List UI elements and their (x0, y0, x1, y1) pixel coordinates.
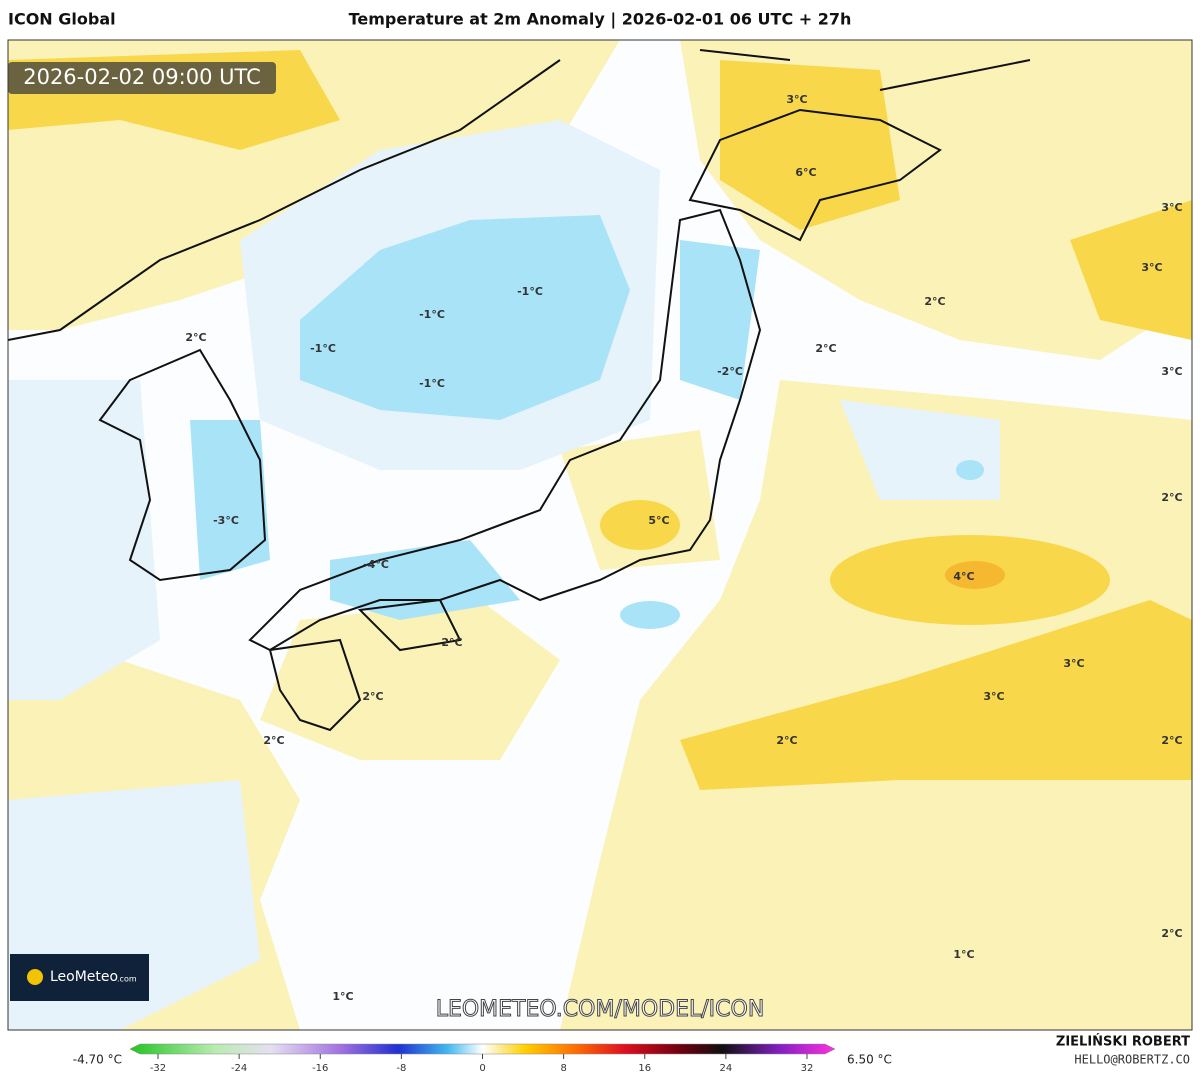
contour-label: -3°C (213, 514, 239, 527)
contour-label: 3°C (1141, 261, 1162, 274)
contour-label: -1°C (419, 377, 445, 390)
colorbar (129, 1043, 836, 1055)
model-name: ICON Global (8, 10, 116, 29)
contour-label: -1°C (310, 342, 336, 355)
contour-label: 2°C (1161, 491, 1182, 504)
credit-name: ZIELIŃSKI ROBERT (1056, 1034, 1190, 1050)
colorbar-tick-label: -16 (312, 1063, 328, 1074)
colorbar-tick-label: -8 (396, 1063, 406, 1074)
logo-sun (27, 969, 43, 985)
map (8, 40, 1192, 1030)
logo-suffix: .com (117, 975, 137, 984)
contour-label: 5°C (648, 514, 669, 527)
colorbar-tick-label: 8 (560, 1063, 566, 1074)
contour-label: 3°C (1161, 365, 1182, 378)
contour-label: 2°C (815, 342, 836, 355)
contour-label: -4°C (363, 558, 389, 571)
colorbar-tick-label: -32 (150, 1063, 166, 1074)
colorbar-max: 6.50 °C (847, 1053, 892, 1067)
contour-label: 2°C (776, 734, 797, 747)
watermark: LEOMETEO.COM/MODEL/ICON (436, 997, 765, 1022)
contour-label: 6°C (795, 166, 816, 179)
contour-label: 2°C (362, 690, 383, 703)
colorbar-tick-label: 16 (638, 1063, 651, 1074)
contour-label: 2°C (263, 734, 284, 747)
contour-label: 3°C (1063, 657, 1084, 670)
map-title: Temperature at 2m Anomaly | 2026-02-01 0… (349, 10, 852, 30)
contour-label: 2°C (185, 331, 206, 344)
contour-label: -1°C (419, 308, 445, 321)
contour-label: 3°C (983, 690, 1004, 703)
contour-label: 2°C (1161, 734, 1182, 747)
contour-label: 3°C (786, 93, 807, 106)
timestamp: 2026-02-02 09:00 UTC (23, 65, 261, 89)
contour-label: 4°C (953, 570, 974, 583)
colorbar-tick-label: 0 (479, 1063, 485, 1074)
colorbar-min: -4.70 °C (73, 1053, 122, 1067)
timestamp-box (8, 62, 276, 94)
colorbar-tick-label: 32 (801, 1063, 814, 1074)
contour-label: 3°C (1161, 201, 1182, 214)
contour-label: -1°C (517, 285, 543, 298)
colorbar-tick-label: -24 (231, 1063, 247, 1074)
colorbar-tick-label: 24 (720, 1063, 733, 1074)
logo-name: LeoMeteo (50, 969, 118, 985)
contour-label: 2°C (441, 636, 462, 649)
contour-label: 1°C (332, 990, 353, 1003)
contour-label: 2°C (924, 295, 945, 308)
contour-label: -2°C (717, 365, 743, 378)
map-frame (7, 39, 1193, 1031)
contour-label: 2°C (1161, 927, 1182, 940)
contour-label: 1°C (953, 948, 974, 961)
credit-email: HELLO@ROBERTZ.CO (1074, 1053, 1190, 1067)
